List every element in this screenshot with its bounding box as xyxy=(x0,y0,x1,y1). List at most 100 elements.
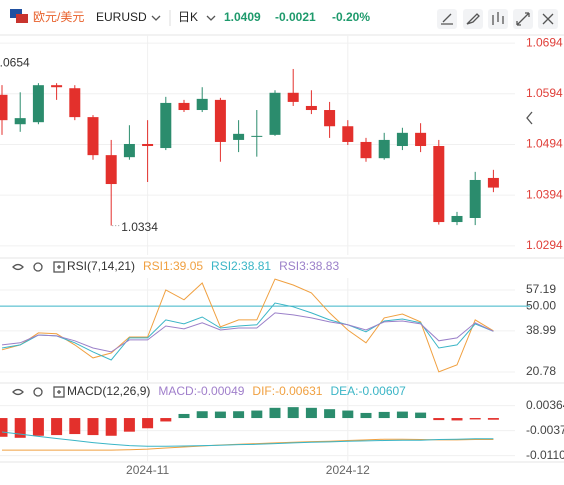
icon xyxy=(516,12,530,26)
macd-bar xyxy=(487,418,499,420)
dropdown-icon[interactable] xyxy=(206,15,216,21)
pane-title: RSI(7,14,21) xyxy=(67,259,135,273)
brush-button[interactable] xyxy=(463,9,483,29)
macd-bar xyxy=(14,418,26,438)
icon xyxy=(466,13,480,25)
macd-bar xyxy=(142,418,154,429)
legend-label: RSI3:38.83 xyxy=(279,259,339,273)
x-tick-label: 2024-11 xyxy=(126,463,169,477)
legend-label: RSI2:38.81 xyxy=(211,259,271,273)
macd-bar xyxy=(123,418,135,432)
header: 欧元/美元 EURUSD 日K 1.0409 -0.0021 -0.20% xyxy=(0,9,564,36)
macd-bar xyxy=(87,418,99,436)
macd-bar xyxy=(433,418,445,421)
gear-icon[interactable] xyxy=(33,387,43,397)
rsi-line xyxy=(1,312,494,353)
candle-body xyxy=(324,110,336,127)
macd-bar xyxy=(251,410,263,419)
macd-bar xyxy=(214,411,226,419)
candle-body xyxy=(32,85,44,123)
y-tick-label: 50.00 xyxy=(526,298,556,312)
macd-bar xyxy=(287,407,299,419)
x-tick-label: 2024-12 xyxy=(326,463,370,477)
gear-icon[interactable] xyxy=(33,262,43,272)
candle-body xyxy=(287,92,299,102)
change: -0.0021 xyxy=(275,10,316,24)
y-tick-label: 1.0694 xyxy=(526,35,563,49)
y-tick-label: 1.0294 xyxy=(526,238,563,252)
draw-button[interactable] xyxy=(437,9,457,29)
high-annotation: 1.0654 xyxy=(0,56,30,70)
eye-icon[interactable] xyxy=(12,388,24,396)
flag-us xyxy=(16,14,28,23)
candle-body xyxy=(105,155,117,185)
icon xyxy=(441,13,453,25)
pane-title: MACD(12,26,9) xyxy=(67,384,150,398)
legend-label: DIF:-0.00631 xyxy=(252,384,322,398)
macd-bar xyxy=(69,418,81,435)
y-tick-label: -0.00370 xyxy=(526,423,564,437)
candle-body xyxy=(415,132,427,147)
legend-label: RSI1:39.05 xyxy=(143,259,203,273)
rsi-line xyxy=(1,278,494,373)
symbol[interactable]: EURUSD xyxy=(96,10,147,24)
candle-body xyxy=(87,117,99,156)
toolbar xyxy=(437,9,558,29)
y-tick-label: 20.78 xyxy=(526,364,556,378)
candle-body xyxy=(487,177,499,188)
candle-body xyxy=(433,146,445,223)
rsi-line xyxy=(1,302,494,361)
macd-bar xyxy=(469,418,481,420)
macd-bar xyxy=(305,407,317,419)
macd-bar xyxy=(396,411,408,419)
macd-bar xyxy=(415,412,427,419)
low-annotation: 1.0334 xyxy=(121,220,158,234)
candle-body xyxy=(451,215,463,223)
macd-bar xyxy=(342,410,354,419)
candle-body xyxy=(469,179,481,218)
macd-bar xyxy=(178,413,190,419)
macd-bar xyxy=(451,418,463,421)
add-icon[interactable] xyxy=(53,261,65,273)
candle-body xyxy=(14,118,26,125)
candle-body xyxy=(251,135,263,137)
macd-bar xyxy=(105,418,117,436)
candle-body xyxy=(196,98,208,111)
candle-body xyxy=(160,102,172,149)
y-tick-label: 38.99 xyxy=(526,323,556,337)
y-tick-label: 0.00364 xyxy=(526,398,564,412)
candle-body xyxy=(396,132,408,147)
eye-icon[interactable] xyxy=(12,263,24,271)
price: 1.0409 xyxy=(224,10,261,24)
candle-body xyxy=(233,133,245,140)
macd-bar xyxy=(378,411,390,419)
macd-bar xyxy=(233,411,245,419)
dropdown-icon[interactable] xyxy=(151,15,161,21)
icon xyxy=(542,13,554,25)
icon xyxy=(57,265,61,269)
legend-label: MACD:-0.00049 xyxy=(158,384,244,398)
macd-bar xyxy=(160,418,172,422)
flag-eu xyxy=(10,9,22,18)
icon xyxy=(492,12,504,25)
macd-bar xyxy=(0,418,8,437)
macd-line xyxy=(1,431,494,447)
candle-body xyxy=(214,99,226,142)
macd-bar xyxy=(32,418,44,436)
y-tick-label: 1.0394 xyxy=(526,187,563,201)
period[interactable]: 日K xyxy=(178,10,198,24)
change-pct: -0.20% xyxy=(332,10,370,24)
macd-bar xyxy=(51,418,63,436)
candle-body xyxy=(342,126,354,142)
collapse-axis-icon[interactable] xyxy=(526,111,533,125)
macd-bar xyxy=(360,412,372,419)
macd-bar xyxy=(196,411,208,419)
macd-bar xyxy=(324,409,336,419)
y-tick-label: -0.01104 xyxy=(526,448,564,462)
pair-name[interactable]: 欧元/美元 xyxy=(33,10,84,24)
candle-body xyxy=(142,143,154,147)
add-icon[interactable] xyxy=(53,386,65,398)
rsi-toolbar xyxy=(12,261,65,273)
